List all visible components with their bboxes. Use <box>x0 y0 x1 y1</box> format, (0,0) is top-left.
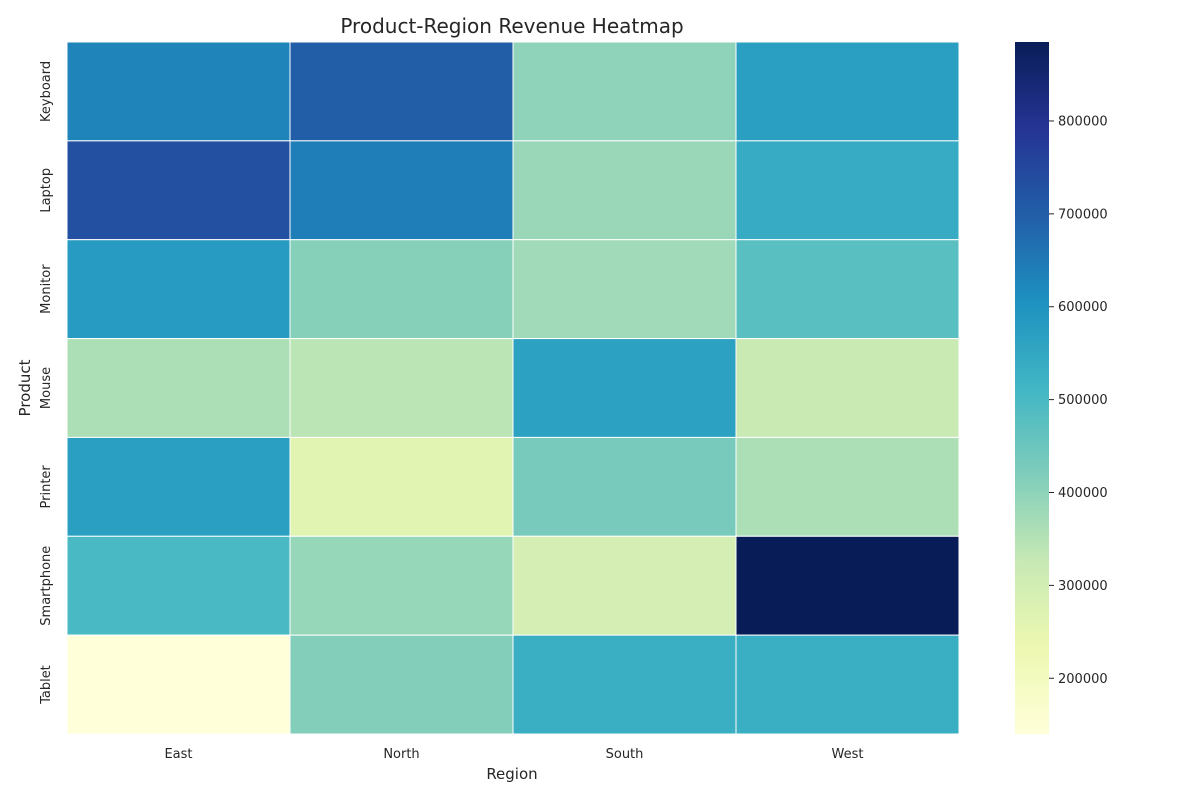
heatmap-cell-monitor-south <box>512 239 737 340</box>
heatmap-cell-monitor-east <box>66 239 291 340</box>
heatmap-cell-smartphone-west <box>735 535 960 636</box>
heatmap-cell-tablet-north <box>289 634 514 735</box>
x-axis-label: Region <box>486 765 537 783</box>
heatmap-cell-keyboard-north <box>289 41 514 142</box>
x-tick-labels: East North South West <box>164 747 863 762</box>
heatmap-cell-laptop-north <box>289 140 514 241</box>
colorbar-tick-label: 800000 <box>1058 114 1108 129</box>
heatmap-cell-mouse-west <box>735 338 960 438</box>
heatmap-cell-keyboard-south <box>512 41 737 142</box>
heatmap-cell-smartphone-east <box>66 535 291 636</box>
heatmap-cell-monitor-west <box>735 239 960 340</box>
heatmap-cell-mouse-east <box>66 338 291 438</box>
y-tick-label-monitor: Monitor <box>39 264 54 314</box>
y-tick-label-tablet: Tablet <box>39 665 54 705</box>
x-tick-label-west: West <box>832 747 864 762</box>
y-tick-label-printer: Printer <box>39 465 54 509</box>
heatmap-cell-tablet-east <box>66 634 291 735</box>
heatmap-cell-printer-north <box>289 436 514 537</box>
heatmap-cell-laptop-south <box>512 140 737 241</box>
colorbar-tick-label: 400000 <box>1058 486 1108 501</box>
colorbar-tick-label: 700000 <box>1058 207 1108 222</box>
chart-title: Product-Region Revenue Heatmap <box>340 14 683 38</box>
y-axis-label: Product <box>16 359 34 416</box>
heatmap-cell-printer-east <box>66 436 291 537</box>
heatmap-cells <box>66 41 960 735</box>
heatmap-cell-smartphone-south <box>512 535 737 636</box>
heatmap-cell-printer-south <box>512 436 737 537</box>
heatmap-cell-smartphone-north <box>289 535 514 636</box>
y-tick-labels: Keyboard Laptop Monitor Mouse Printer Smartph… <box>39 61 54 705</box>
heatmap-cell-laptop-west <box>735 140 960 241</box>
heatmap-cell-laptop-east <box>66 140 291 241</box>
y-tick-label-laptop: Laptop <box>39 168 54 213</box>
heatmap-cell-mouse-south <box>512 338 737 438</box>
heatmap-cell-tablet-west <box>735 634 960 735</box>
x-tick-label-south: South <box>606 747 644 762</box>
y-tick-label-keyboard: Keyboard <box>39 61 54 122</box>
heatmap-cell-keyboard-east <box>66 41 291 142</box>
heatmap-cell-tablet-south <box>512 634 737 735</box>
heatmap-cell-keyboard-west <box>735 41 960 142</box>
x-tick-label-east: East <box>164 747 192 762</box>
heatmap-cell-monitor-north <box>289 239 514 340</box>
colorbar <box>1015 42 1049 734</box>
colorbar-ticks: 200000 300000 400000 500000 600000 700000 8000… <box>1049 114 1108 687</box>
colorbar-tick-label: 500000 <box>1058 393 1108 408</box>
x-tick-label-north: North <box>383 747 419 762</box>
y-tick-label-smartphone: Smartphone <box>39 546 54 626</box>
heatmap-cell-mouse-north <box>289 338 514 438</box>
colorbar-tick-label: 200000 <box>1058 672 1108 687</box>
y-tick-label-mouse: Mouse <box>39 367 54 409</box>
heatmap-cell-printer-west <box>735 436 960 537</box>
colorbar-tick-label: 300000 <box>1058 579 1108 594</box>
colorbar-tick-label: 600000 <box>1058 300 1108 315</box>
